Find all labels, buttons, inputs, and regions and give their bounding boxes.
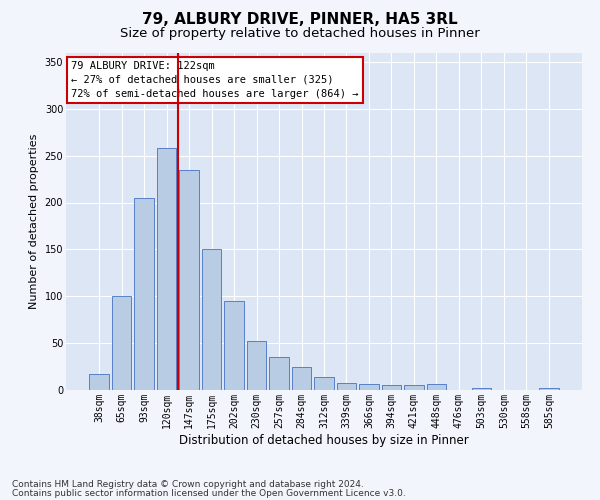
Bar	[112, 296, 131, 390]
Text: Contains public sector information licensed under the Open Government Licence v3: Contains public sector information licen…	[12, 488, 406, 498]
Bar	[427, 384, 446, 390]
Bar	[202, 250, 221, 390]
Bar	[337, 382, 356, 390]
Bar	[89, 374, 109, 390]
Bar	[539, 388, 559, 390]
Bar	[179, 170, 199, 390]
Bar	[314, 377, 334, 390]
Bar	[134, 198, 154, 390]
Bar	[292, 366, 311, 390]
Bar	[404, 386, 424, 390]
Text: 79, ALBURY DRIVE, PINNER, HA5 3RL: 79, ALBURY DRIVE, PINNER, HA5 3RL	[142, 12, 458, 28]
X-axis label: Distribution of detached houses by size in Pinner: Distribution of detached houses by size …	[179, 434, 469, 446]
Bar	[157, 148, 176, 390]
Bar	[382, 386, 401, 390]
Text: Size of property relative to detached houses in Pinner: Size of property relative to detached ho…	[120, 28, 480, 40]
Bar	[472, 388, 491, 390]
Y-axis label: Number of detached properties: Number of detached properties	[29, 134, 39, 309]
Bar	[247, 341, 266, 390]
Bar	[359, 384, 379, 390]
Bar	[269, 357, 289, 390]
Text: 79 ALBURY DRIVE: 122sqm
← 27% of detached houses are smaller (325)
72% of semi-d: 79 ALBURY DRIVE: 122sqm ← 27% of detache…	[71, 61, 359, 99]
Bar	[224, 301, 244, 390]
Text: Contains HM Land Registry data © Crown copyright and database right 2024.: Contains HM Land Registry data © Crown c…	[12, 480, 364, 489]
